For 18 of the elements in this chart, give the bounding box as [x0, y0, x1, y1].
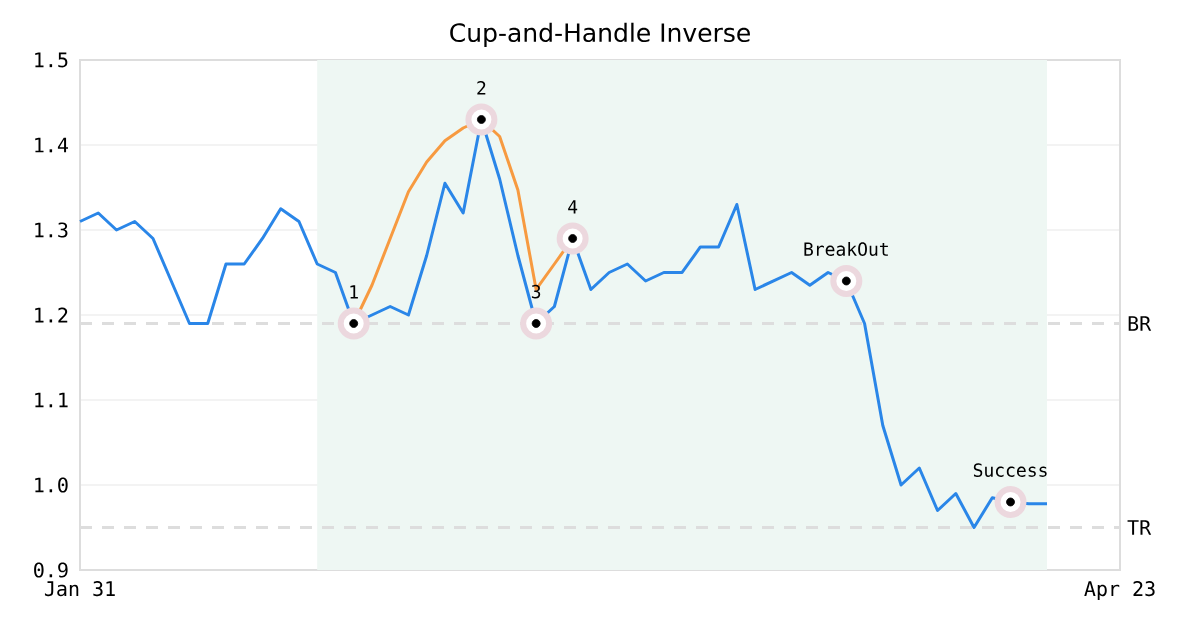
series-label: BreakOut — [804, 242, 888, 256]
y-tick-label: 0.9 — [34, 562, 68, 578]
series-label: 1 — [350, 285, 358, 299]
series-label: Success — [973, 463, 1047, 477]
y-tick-label: 1.2 — [35, 307, 68, 323]
ref-line-label: TR — [1127, 520, 1152, 535]
x-tick-label: Apr 23 — [1084, 581, 1155, 601]
chart-title: Cup-and-Handle Inverse — [450, 22, 750, 47]
series-label: 3 — [531, 284, 541, 299]
y-tick-label: 1.3 — [35, 222, 68, 238]
series-label: 2 — [477, 81, 486, 95]
y-tick-label: 1.5 — [35, 52, 68, 68]
y-tick-label: 1.0 — [35, 477, 68, 493]
y-tick-label: 1.4 — [35, 137, 68, 153]
ref-line-label: BR — [1128, 316, 1152, 331]
x-tick-label: Jan 31 — [44, 581, 115, 597]
series-label: 4 — [568, 200, 578, 214]
y-tick-label: 1.1 — [35, 392, 68, 408]
